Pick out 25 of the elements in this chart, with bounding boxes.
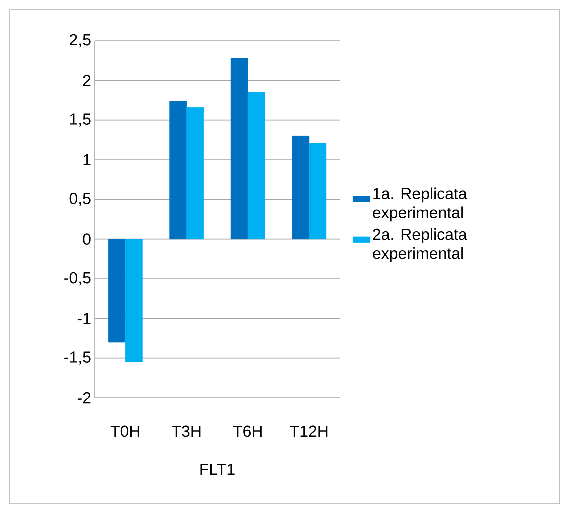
y-tick-label: 1,5 [70,114,91,127]
x-tick-label: T0H [110,426,140,438]
bar [186,107,204,240]
x-tick-label: T12H [290,426,328,437]
legend-label: 2a. Replicata experimental [373,228,468,262]
x-tick-label: T3H [172,426,201,438]
bar [292,136,310,240]
x-tick-label: T6H [233,426,262,438]
y-tick-label: 2 [83,75,91,86]
x-axis-title: FLT1 [200,464,235,475]
legend-label: 1a. Replicata experimental [373,188,468,222]
y-tick-label: 2,5 [70,34,91,48]
y-tick-label: -0,5 [64,272,91,286]
y-tick-label: -1 [78,313,91,324]
bar [248,92,266,240]
bar [170,101,188,240]
y-tick-label: 0 [83,234,91,245]
y-tick-label: 1 [84,154,91,166]
y-tick-label: 0,5 [70,193,91,206]
bar [108,239,126,343]
y-tick-label: -1,5 [64,352,91,365]
bar [230,58,248,240]
bar [309,143,327,240]
y-tick-label: -2 [78,392,91,404]
bar [125,239,143,362]
